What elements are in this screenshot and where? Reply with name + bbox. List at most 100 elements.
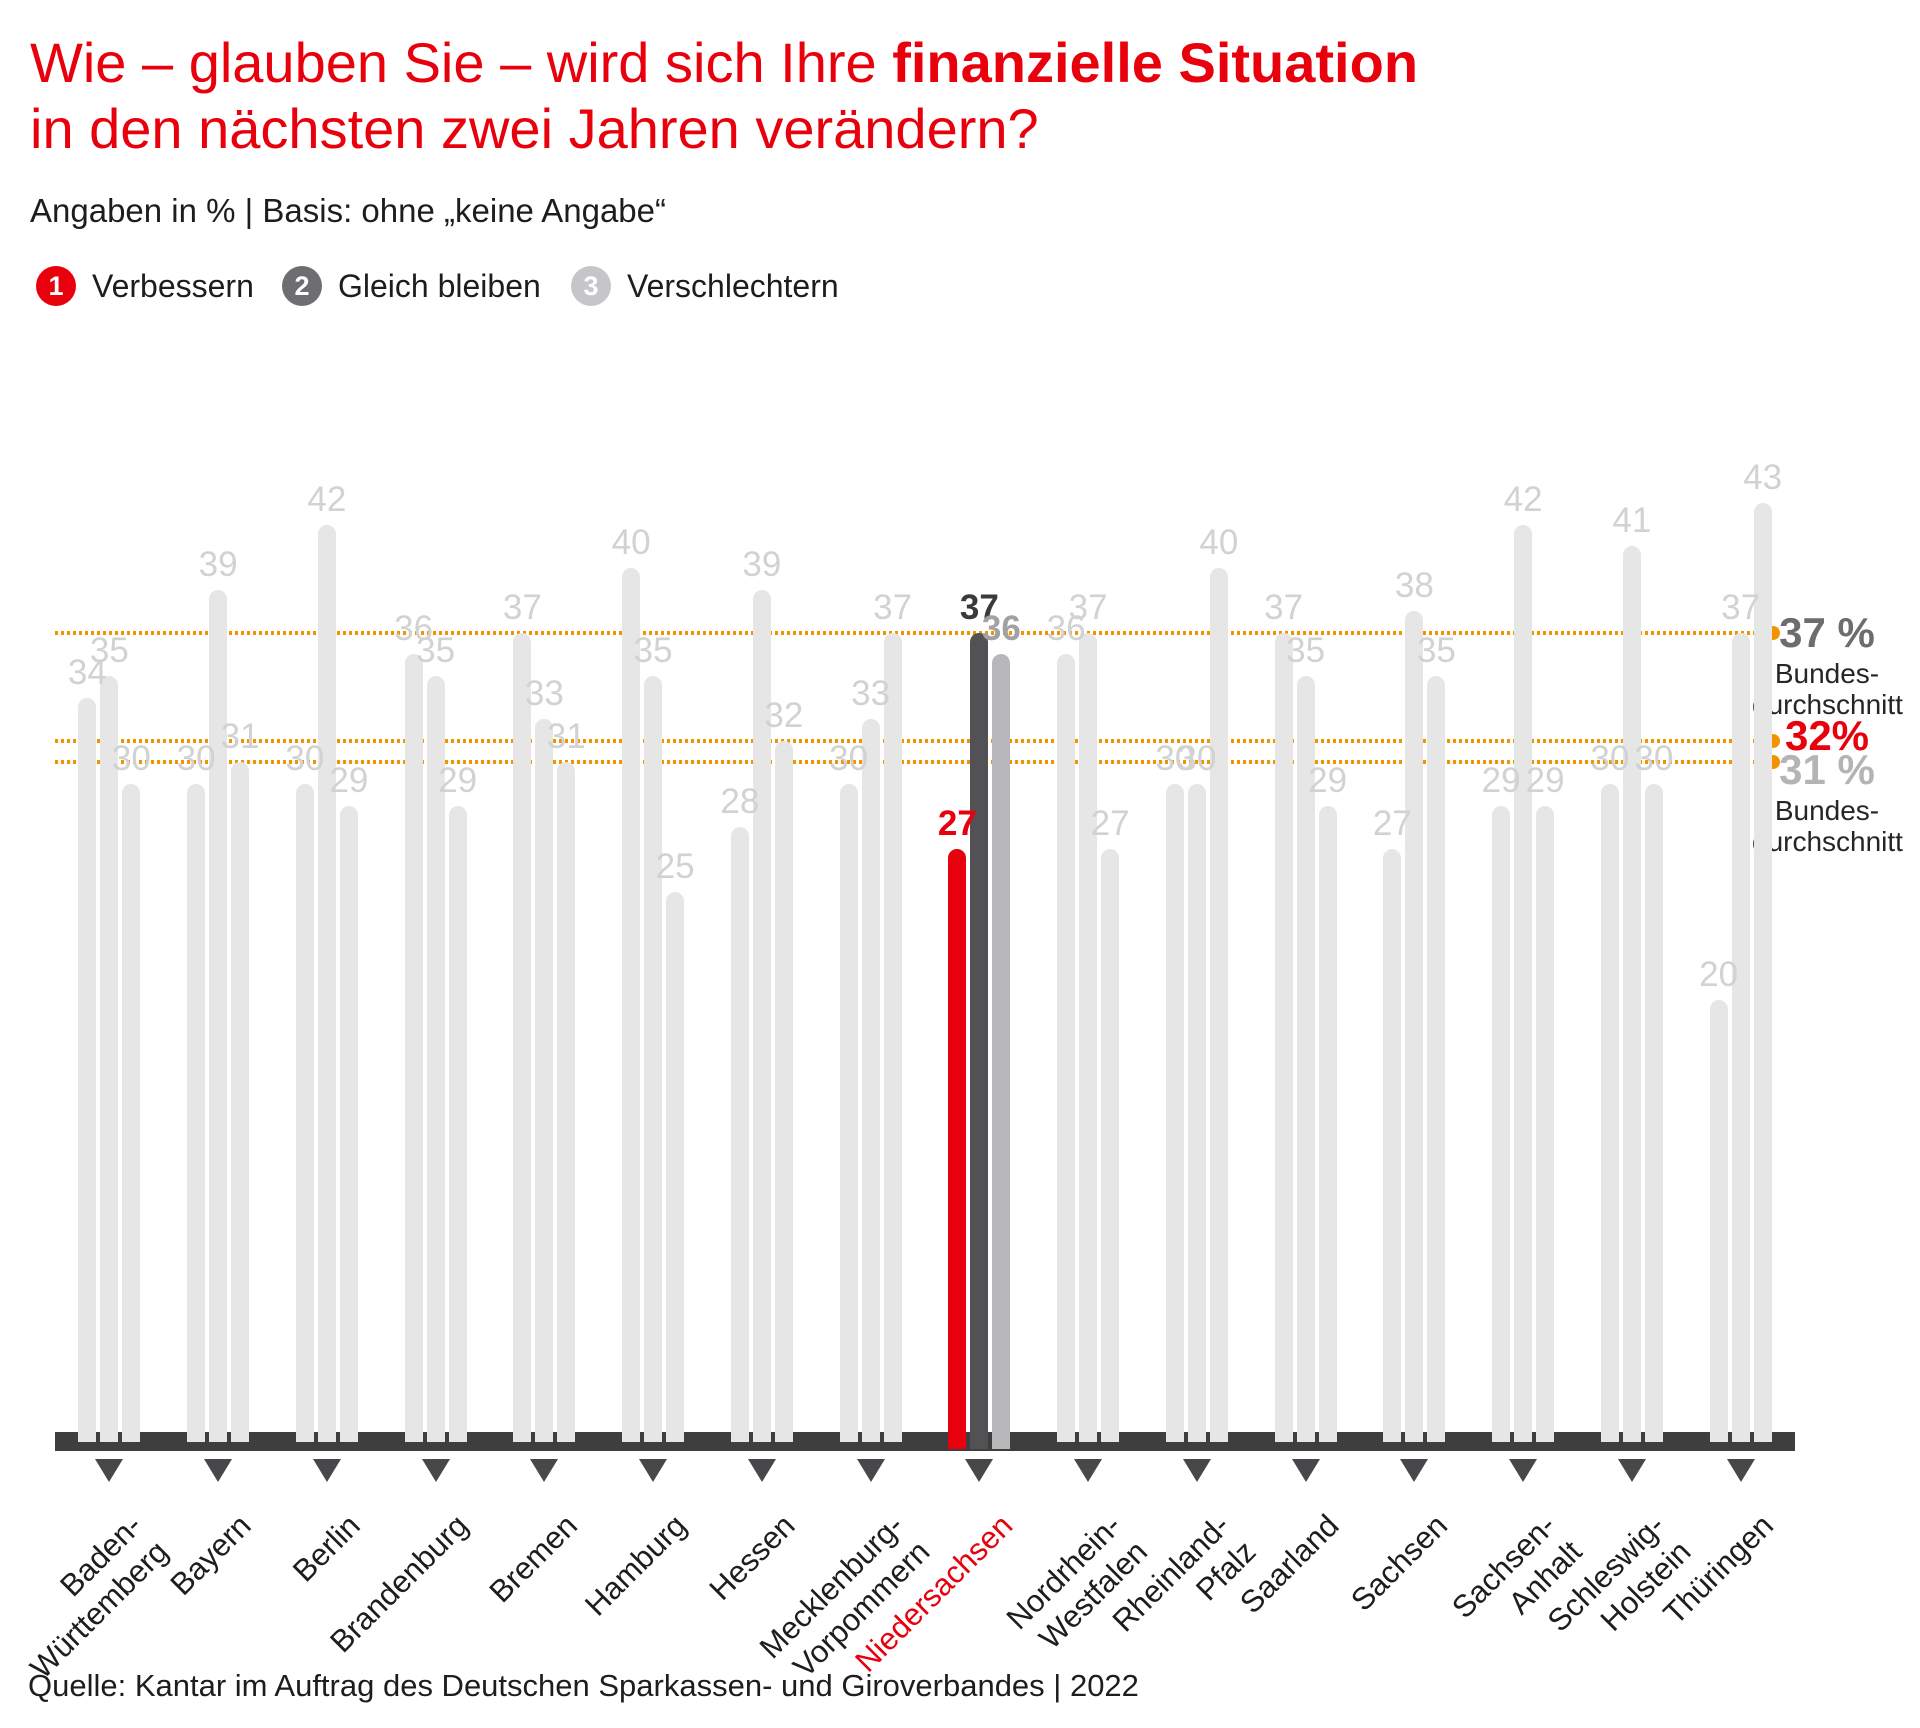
bar-group-bremen: 37 33 31 [490, 588, 599, 1442]
x-axis-cell: Brandenburg [324, 1451, 490, 1701]
axis-arrow-icon [747, 1459, 776, 1482]
bar-slot: 30 [177, 739, 216, 1442]
bar-value-label: 29 [1308, 760, 1348, 800]
axis-arrow-icon [312, 1459, 341, 1482]
bar-value-label: 37 [1264, 587, 1304, 627]
bar-group-hessen: 28 39 32 [708, 545, 817, 1442]
bar-value-label: 42 [307, 479, 347, 519]
bar-value-label: 27 [1372, 803, 1412, 843]
axis-arrow-icon [530, 1459, 559, 1482]
bar-value-label: 35 [1416, 631, 1456, 670]
bar-slot: 40 [612, 523, 651, 1442]
bar-verbessern [78, 697, 97, 1442]
bar-value-label: 38 [1394, 566, 1434, 606]
bar-verschlechtern [339, 805, 358, 1442]
bar-slot: 29 [438, 761, 477, 1442]
bar-slot: 35 [634, 631, 673, 1442]
bar-value-label: 30 [285, 739, 325, 778]
bar-slot: 31 [547, 717, 586, 1442]
x-axis-cell: Baden- Württemberg [24, 1451, 175, 1701]
legend-label: Verbessern [92, 267, 254, 304]
bar-group-bayern: 30 39 31 [164, 545, 273, 1442]
axis-arrow-icon [1400, 1459, 1429, 1482]
bar-group-niedersachsen: 27 37 36 [925, 588, 1034, 1449]
bar-gleich-bleiben [426, 676, 445, 1442]
bar-group-baden-w-rttemberg: 34 35 30 [55, 631, 164, 1442]
bar-slot: 37 [960, 588, 999, 1449]
average-value-label: 32% [1784, 712, 1870, 759]
bar-slot: 25 [656, 847, 695, 1442]
bar-verschlechtern [883, 632, 902, 1442]
bar-slot: 37 [1721, 588, 1760, 1442]
bar-slot: 30 [1177, 739, 1216, 1442]
bar-slot: 37 [1264, 588, 1303, 1442]
bar-slot: 36 [1047, 609, 1086, 1442]
bar-group-schleswig-holstein: 30 41 30 [1578, 501, 1687, 1442]
bar-slot: 29 [1482, 761, 1521, 1442]
x-axis-label-bayern: Bayern [163, 1507, 258, 1602]
bar-slot: 33 [525, 674, 564, 1442]
average-caption: Bundes- durchschnitt [1752, 658, 1903, 720]
bar-value-label: 37 [959, 587, 999, 627]
bar-value-label: 31 [546, 717, 586, 757]
axis-arrow-icon [1074, 1459, 1103, 1482]
x-axis-cell: Bremen [482, 1451, 599, 1701]
bar-slot: 42 [1504, 480, 1543, 1442]
bar-verbessern [839, 784, 858, 1442]
bar-value-label: 30 [829, 739, 869, 778]
average-caption: Bundes- durchschnitt [1752, 795, 1903, 857]
average-value-label: 31 % [1779, 746, 1875, 793]
bar-slot: 37 [503, 588, 542, 1442]
bar-gleich-bleiben [861, 719, 880, 1442]
bar-value-label: 31 [220, 717, 260, 757]
legend-label: Verschlechtern [627, 267, 839, 304]
bar-slot: 27 [938, 804, 977, 1449]
x-axis-label-berlin: Berlin [285, 1507, 367, 1589]
x-axis-cell: Nordrhein- Westfalen [999, 1451, 1154, 1701]
bar-slot: 32 [764, 696, 803, 1442]
bar-verbessern [1165, 784, 1184, 1442]
bar-slot: 30 [829, 739, 868, 1442]
axis-arrow-icon [421, 1459, 450, 1482]
bar-gleich-bleiben [1296, 676, 1315, 1442]
bar-slot: 37 [1069, 588, 1108, 1442]
x-axis-cell: Hessen [702, 1451, 817, 1701]
bar-value-label: 35 [416, 631, 456, 670]
bar-verbessern [295, 784, 314, 1442]
bar-value-label: 42 [1503, 479, 1543, 519]
legend: 1 Verbessern 2 Gleich bleiben 3 Verschlechter… [0, 266, 1920, 310]
axis-arrow-icon [1291, 1459, 1320, 1482]
bar-verschlechtern [1101, 848, 1120, 1442]
bar-slot: 37 [873, 588, 912, 1442]
x-axis-cell: Niedersachsen [848, 1451, 1034, 1701]
bar-gleich-bleiben [970, 632, 989, 1449]
bar-value-label: 37 [873, 587, 913, 627]
title-line2: in den nächsten zwei Jahren verändern? [30, 97, 1039, 160]
bar-slot: 20 [1699, 955, 1738, 1442]
bar-slot: 29 [1308, 761, 1347, 1442]
x-axis-labels: Baden- Württemberg Bayern Berlin Brandenbur… [24, 1451, 1795, 1701]
bar-value-label: 39 [198, 544, 238, 584]
bar-value-label: 30 [1155, 739, 1195, 778]
bar-gleich-bleiben [752, 589, 771, 1442]
bar-value-label: 40 [611, 523, 651, 562]
x-axis-cell: Bayern [163, 1451, 273, 1701]
bar-gleich-bleiben [209, 589, 228, 1442]
page-title: Wie – glauben Sie – wird sich Ihre finan… [30, 30, 1418, 162]
average-line-31 [55, 760, 1760, 765]
bar-group-saarland: 37 35 29 [1251, 588, 1360, 1442]
x-axis-baseline [55, 1432, 1795, 1451]
bar-gleich-bleiben [100, 676, 119, 1442]
legend-number-badge: 1 [36, 266, 76, 306]
axis-arrow-icon [965, 1459, 994, 1482]
bar-verbessern [513, 632, 532, 1442]
bar-slot: 28 [720, 782, 759, 1442]
bar-verbessern [404, 654, 423, 1442]
bar-slot: 41 [1612, 501, 1651, 1442]
bar-value-label: 33 [524, 674, 564, 714]
bar-verschlechtern [1644, 784, 1663, 1442]
bar-verbessern [1274, 632, 1293, 1442]
bar-slot: 29 [329, 761, 368, 1442]
